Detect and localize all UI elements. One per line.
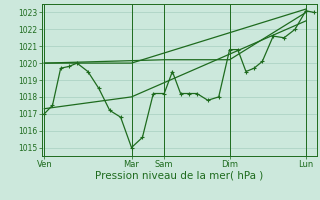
- X-axis label: Pression niveau de la mer( hPa ): Pression niveau de la mer( hPa ): [95, 171, 263, 181]
